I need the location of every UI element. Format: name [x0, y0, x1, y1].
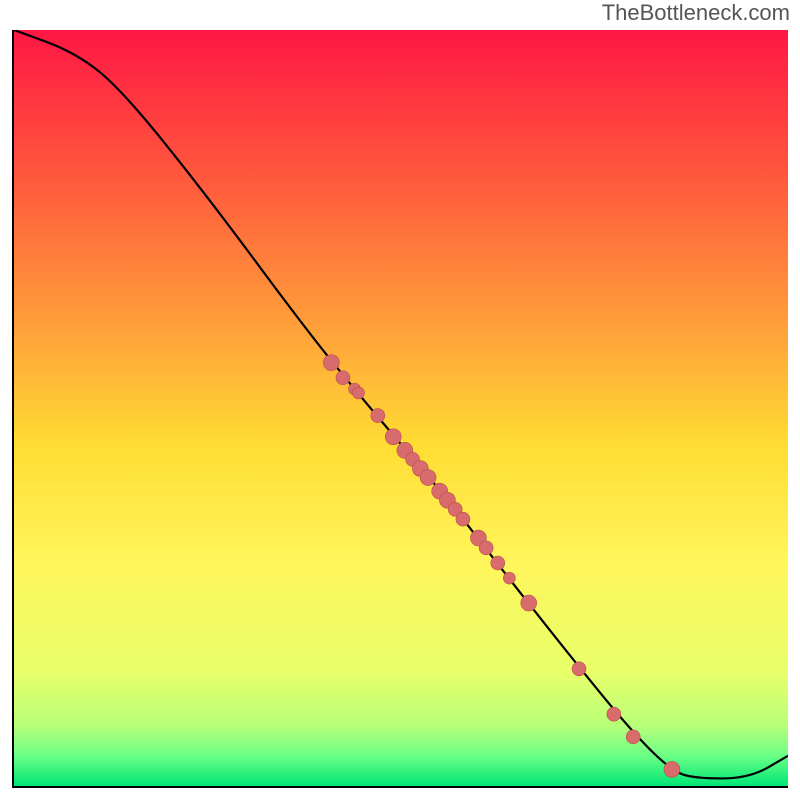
scatter-point	[521, 595, 537, 611]
scatter-point	[479, 541, 493, 555]
scatter-point	[323, 355, 339, 371]
scatter-point	[503, 572, 515, 584]
scatter-point	[491, 556, 505, 570]
bottleneck-chart: TheBottleneck.com	[0, 0, 800, 800]
scatter-point	[385, 429, 401, 445]
watermark-text: TheBottleneck.com	[602, 0, 790, 26]
scatter-point	[664, 761, 680, 777]
scatter-point	[607, 707, 621, 721]
scatter-point	[420, 470, 436, 486]
scatter-point	[626, 730, 640, 744]
scatter-point	[456, 512, 470, 526]
plot-area	[12, 30, 788, 788]
scatter-point	[371, 409, 385, 423]
scatter-layer	[14, 30, 788, 786]
scatter-point	[336, 371, 350, 385]
scatter-point	[572, 662, 586, 676]
scatter-point	[352, 387, 364, 399]
